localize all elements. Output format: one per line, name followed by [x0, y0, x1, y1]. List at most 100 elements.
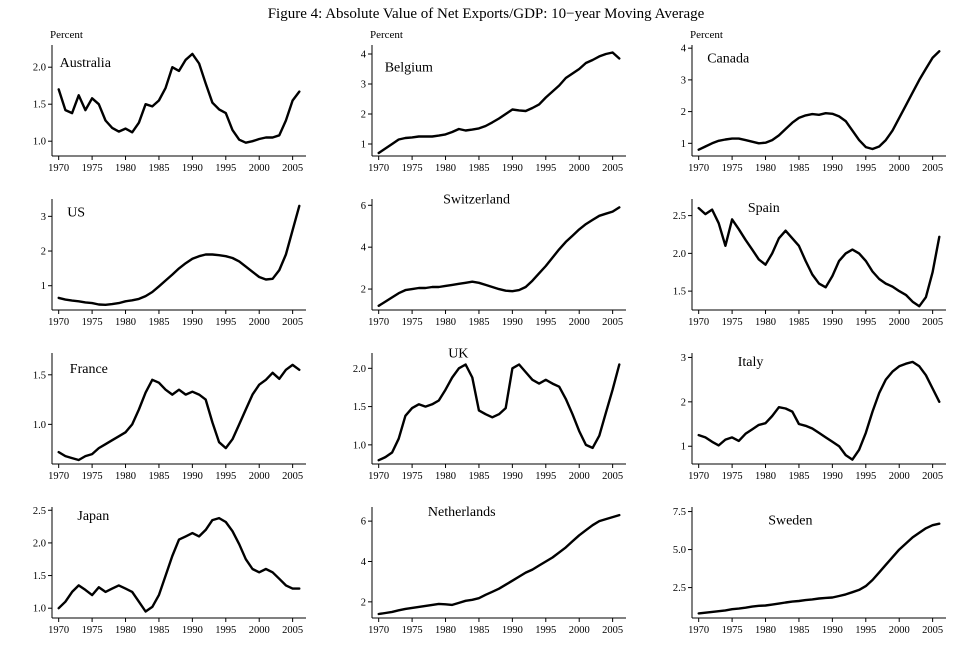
x-tick-label: 2000: [249, 625, 270, 636]
x-tick-label: 1975: [402, 317, 423, 328]
x-tick-label: 1995: [855, 625, 876, 636]
y-tick-label: 3: [361, 80, 366, 91]
country-label: Spain: [748, 201, 780, 216]
x-tick-label: 1975: [402, 471, 423, 482]
x-tick-label: 1980: [435, 471, 456, 482]
y-tick-label: 4: [361, 50, 367, 61]
x-tick-label: 2005: [282, 471, 303, 482]
x-tick-label: 1995: [535, 163, 556, 174]
x-tick-label: 1970: [368, 625, 389, 636]
x-tick-label: 2005: [602, 163, 623, 174]
x-tick-label: 2005: [282, 317, 303, 328]
y-tick-label: 7.5: [673, 507, 686, 518]
x-tick-label: 1975: [82, 163, 103, 174]
figure-title: Figure 4: Absolute Value of Net Exports/…: [267, 6, 705, 22]
x-tick-label: 1975: [722, 163, 743, 174]
x-tick-label: 1995: [855, 317, 876, 328]
x-tick-label: 2000: [249, 317, 270, 328]
x-tick-label: 1990: [182, 471, 203, 482]
x-tick-label: 1980: [115, 163, 136, 174]
y-tick-label: 1: [41, 281, 46, 292]
x-tick-label: 1990: [502, 163, 523, 174]
x-tick-label: 1985: [148, 471, 169, 482]
chart-australia: 1.0 1.5 2.0 1970 1975 1980 1985 1990 1995 2000 200…: [33, 29, 306, 174]
y-tick-label: 6: [361, 517, 366, 528]
chart-cell-sweden: 2.5 5.0 7.5 1970 1975 1980 1985 1990 1995 2000 200…: [648, 490, 958, 642]
x-tick-label: 1980: [435, 317, 456, 328]
y-tick-label: 2: [361, 285, 366, 296]
y-tick-label: 3: [681, 353, 686, 364]
x-tick-label: 1970: [48, 163, 69, 174]
y-tick-label: 2.0: [33, 63, 46, 74]
x-tick-label: 2005: [922, 317, 943, 328]
country-label: Italy: [738, 355, 764, 370]
x-tick-label: 1985: [148, 625, 169, 636]
x-tick-label: 1975: [402, 625, 423, 636]
x-tick-label: 1995: [855, 163, 876, 174]
chart-cell-spain: 1.5 2.0 2.5 1970 1975 1980 1985 1990 1995 2000 200…: [648, 182, 958, 334]
unit-label: Percent: [690, 29, 723, 41]
x-tick-label: 1970: [688, 625, 709, 636]
chart-switzerland: 2 4 6 1970 1975 1980 1985 1990 1995 2000 2005 Switz…: [361, 192, 626, 328]
y-tick-label: 1: [681, 139, 686, 150]
y-tick-label: 3: [681, 75, 686, 86]
chart-netherlands: 2 4 6 1970 1975 1980 1985 1990 1995 2000 2005 Nethe…: [361, 505, 626, 636]
series-line: [57, 204, 301, 307]
country-label: Switzerland: [443, 192, 510, 207]
x-tick-label: 1980: [435, 625, 456, 636]
x-tick-label: 1980: [115, 317, 136, 328]
x-tick-label: 1970: [688, 317, 709, 328]
country-label: UK: [448, 346, 468, 361]
country-label: Sweden: [768, 514, 812, 529]
y-tick-label: 1.0: [33, 420, 46, 431]
x-tick-label: 2000: [889, 317, 910, 328]
chart-cell-france: 1.0 1.5 1970 1975 1980 1985 1990 1995 2000 2005 Fr…: [8, 336, 318, 488]
series-line: [377, 513, 621, 616]
chart-cell-switzerland: 2 4 6 1970 1975 1980 1985 1990 1995 2000 2005 Switz…: [328, 182, 638, 334]
y-tick-label: 2.0: [673, 249, 686, 260]
country-label: Canada: [707, 52, 750, 67]
x-tick-label: 1970: [688, 163, 709, 174]
x-tick-label: 2000: [889, 625, 910, 636]
x-tick-label: 2000: [889, 471, 910, 482]
x-tick-label: 1985: [788, 471, 809, 482]
x-tick-label: 2005: [922, 625, 943, 636]
x-tick-label: 2000: [249, 471, 270, 482]
x-tick-label: 2005: [602, 471, 623, 482]
x-tick-label: 1990: [822, 163, 843, 174]
y-tick-label: 5.0: [673, 545, 686, 556]
country-label: France: [70, 362, 108, 377]
x-tick-label: 1970: [48, 471, 69, 482]
chart-cell-belgium: 1 2 3 4 1970 1975 1980 1985 1990 1995 2000 2005 Perc…: [328, 28, 638, 180]
x-tick-label: 2000: [569, 163, 590, 174]
x-tick-label: 1985: [148, 163, 169, 174]
x-tick-label: 2000: [569, 317, 590, 328]
x-tick-label: 1970: [688, 471, 709, 482]
x-tick-label: 1975: [722, 625, 743, 636]
x-tick-label: 1980: [115, 471, 136, 482]
x-tick-label: 1995: [535, 317, 556, 328]
y-tick-label: 2.5: [673, 211, 686, 222]
x-tick-label: 1985: [788, 625, 809, 636]
y-tick-label: 3: [41, 212, 46, 223]
x-tick-label: 1970: [368, 163, 389, 174]
y-tick-label: 2: [41, 247, 46, 258]
y-tick-label: 6: [361, 201, 366, 212]
chart-sweden: 2.5 5.0 7.5 1970 1975 1980 1985 1990 1995 2000 200…: [673, 507, 946, 636]
x-tick-label: 2000: [569, 471, 590, 482]
x-tick-label: 1990: [822, 317, 843, 328]
x-tick-label: 1990: [502, 317, 523, 328]
x-tick-label: 1995: [535, 471, 556, 482]
x-tick-label: 2000: [249, 163, 270, 174]
x-tick-label: 2000: [569, 625, 590, 636]
x-tick-label: 1980: [115, 625, 136, 636]
chart-cell-japan: 1.0 1.5 2.0 2.5 1970 1975 1980 1985 1990 1995 2000…: [8, 490, 318, 642]
x-tick-label: 1980: [755, 163, 776, 174]
x-tick-label: 1990: [822, 625, 843, 636]
series-line: [377, 363, 621, 462]
x-tick-label: 1995: [215, 471, 236, 482]
x-tick-label: 1995: [855, 471, 876, 482]
x-tick-label: 1980: [755, 317, 776, 328]
chart-italy: 1 2 3 1970 1975 1980 1985 1990 1995 2000 2005 Italy: [681, 353, 946, 482]
series-line: [697, 206, 941, 308]
